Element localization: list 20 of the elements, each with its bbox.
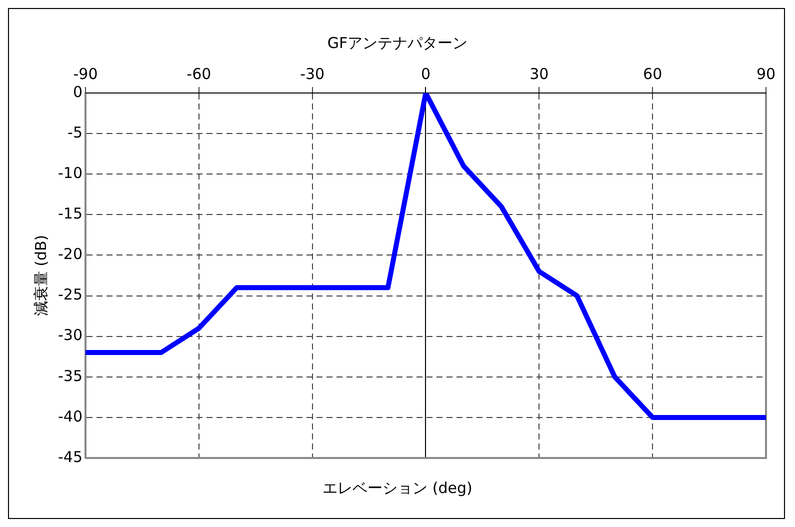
y-tick-label: -20 xyxy=(58,245,82,264)
y-tick-label: -35 xyxy=(58,366,82,385)
y-tick-label: 0 xyxy=(72,82,82,101)
x-tick-label: -90 xyxy=(73,64,98,83)
x-axis-title: エレベーション (deg) xyxy=(322,478,472,497)
y-tick-label: -5 xyxy=(68,123,82,142)
x-tick-label: 90 xyxy=(756,64,776,83)
x-tick-label: -60 xyxy=(186,64,212,83)
chart-title: GFアンテナパターン xyxy=(327,34,468,52)
x-tick-label: 30 xyxy=(530,64,549,83)
y-tick-label: -45 xyxy=(58,448,82,466)
x-tick-label: -30 xyxy=(300,64,325,83)
y-tick-label: -25 xyxy=(58,286,82,304)
x-tick-label: 0 xyxy=(420,64,431,83)
y-tick-label: -30 xyxy=(58,326,82,344)
y-tick-label: -15 xyxy=(58,204,82,223)
y-axis-title: 減衰量 (dB) xyxy=(32,234,50,316)
x-tick-label: 60 xyxy=(643,64,662,83)
y-tick-label: -40 xyxy=(58,407,82,426)
y-tick-label: -10 xyxy=(58,164,82,182)
